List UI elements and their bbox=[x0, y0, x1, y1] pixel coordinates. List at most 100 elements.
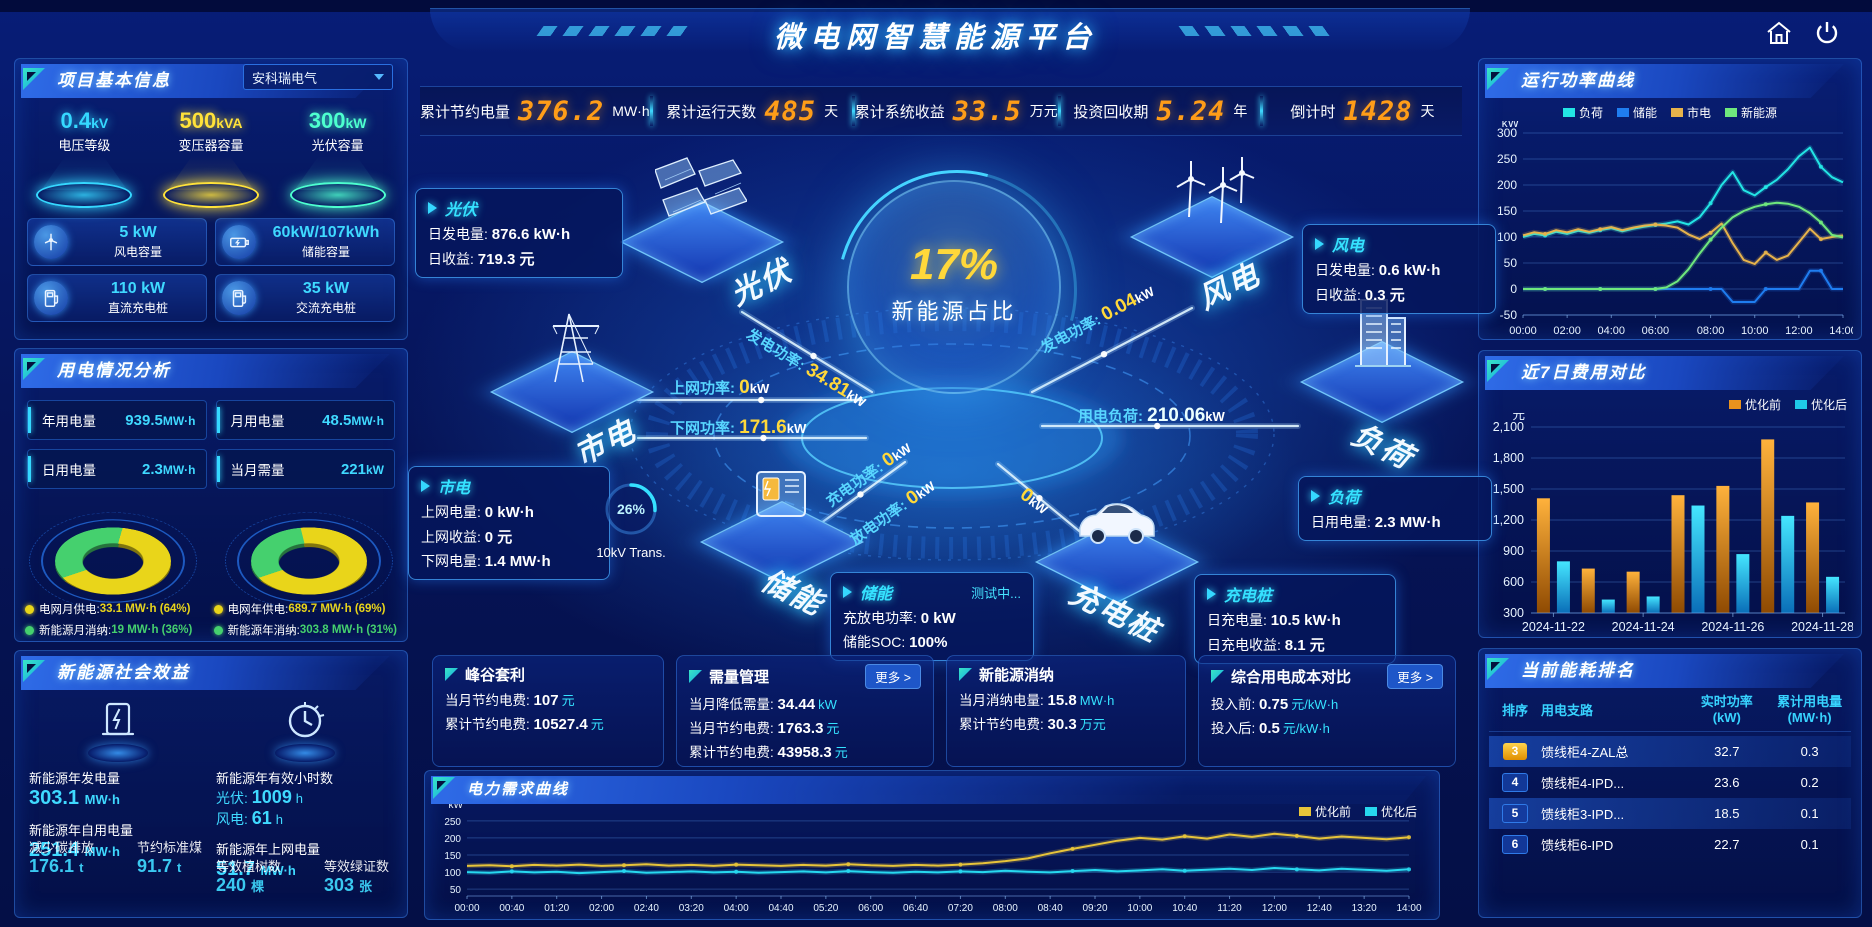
legend-dot bbox=[213, 625, 223, 635]
benefit-stat-label: 等效绿证数 bbox=[323, 859, 389, 874]
svg-text:11:20: 11:20 bbox=[1217, 903, 1242, 914]
panel-title: 当前能耗排名 bbox=[1521, 661, 1635, 680]
donut-top bbox=[55, 527, 171, 595]
panel-title: 项目基本信息 bbox=[57, 71, 171, 90]
panel-demand-curve: 电力需求曲线 优化前 优化后 50 100 150 200 250 kW 00:00 00:40… bbox=[424, 770, 1440, 920]
table-row[interactable]: 4 馈线柜4-IPD... 23.6 0.2 bbox=[1489, 767, 1851, 798]
arrow-right-icon bbox=[421, 480, 430, 492]
svg-text:-50: -50 bbox=[1500, 308, 1518, 322]
card-corner-icon bbox=[1211, 670, 1224, 683]
capacity-card-text: 5 kW 风电容量 bbox=[76, 224, 200, 260]
status-badge: 测试中... bbox=[971, 585, 1021, 601]
legend-item: 优化前 bbox=[1728, 396, 1781, 413]
more-button[interactable]: 更多 > bbox=[1387, 664, 1443, 689]
svg-text:02:00: 02:00 bbox=[589, 903, 614, 914]
benefit-column: 新能源年有效小时数 光伏: 1009 h 风电: 61 h 新能源年上网电量 51.7 … bbox=[216, 698, 393, 913]
svg-text:02:00: 02:00 bbox=[1553, 325, 1581, 337]
donut-orbit bbox=[29, 512, 197, 610]
demand-curve-legend: 优化前 优化后 bbox=[1298, 803, 1431, 820]
capacity-label: 交流充电桩 bbox=[295, 301, 356, 315]
carousel-slide-2: 等效植树数 240 棵 等效绿证数 303 张 bbox=[216, 856, 393, 896]
tooltip-header: 充电桩 bbox=[1207, 582, 1383, 606]
column-header: 累计用电量 (MW·h) bbox=[1777, 694, 1843, 725]
legend-label: 负荷 bbox=[1578, 106, 1603, 120]
tooltip-load: 负荷 日用电量: 2.3 MW·h bbox=[1298, 476, 1492, 541]
svg-text:08:40: 08:40 bbox=[1038, 903, 1063, 914]
node-storage bbox=[699, 450, 865, 600]
flow-name: 发电功率: bbox=[743, 326, 812, 377]
svg-text:01:20: 01:20 bbox=[544, 903, 569, 914]
legend-text: 新能源年消纳: bbox=[227, 625, 300, 637]
flow-label: 下网功率: 171.6kW bbox=[670, 417, 806, 439]
realtime-power: 18.5 bbox=[1714, 806, 1740, 822]
benefit-stat-line: 风电: 61 h bbox=[216, 808, 283, 828]
legend-label: 优化后 bbox=[1810, 398, 1847, 412]
panel-title: 电力需求曲线 bbox=[467, 781, 570, 798]
pedestal-stat: 500kVA 变压器容量 bbox=[152, 108, 270, 208]
benefit-stat-label: 新能源年自用电量 bbox=[29, 823, 134, 838]
legend-dot bbox=[25, 625, 34, 635]
top-strip bbox=[0, 0, 1872, 12]
legend-swatch bbox=[1364, 807, 1377, 816]
svg-text:08:00: 08:00 bbox=[993, 903, 1018, 914]
svg-text:12:40: 12:40 bbox=[1307, 903, 1332, 914]
project-selector[interactable]: 安科瑞电气 bbox=[243, 64, 393, 90]
table-row[interactable]: 5 馈线柜3-IPD... 18.5 0.1 bbox=[1489, 798, 1851, 830]
legend-item: 负荷 bbox=[1562, 104, 1603, 121]
table-row[interactable]: 3 馈线柜4-ZAL总 32.7 0.3 bbox=[1489, 736, 1851, 768]
arrow-right-icon bbox=[1207, 588, 1216, 600]
kpi-item: 累计节约电量 376.2 MW·h bbox=[420, 96, 650, 127]
svg-text:13:20: 13:20 bbox=[1352, 903, 1377, 914]
capacity-card-text: 110 kW 直流充电桩 bbox=[76, 280, 200, 316]
capacity-card: 35 kW 交流充电桩 bbox=[215, 274, 395, 322]
tooltip-ev: 充电桩 日充电量: 10.5 kW·h 日充电收益: 8.1 元 bbox=[1194, 574, 1396, 664]
node-grid bbox=[489, 300, 655, 450]
more-button[interactable]: 更多 > bbox=[865, 664, 921, 689]
clock-icon bbox=[273, 698, 337, 762]
legend-item: 优化后 bbox=[1794, 396, 1847, 413]
legend-value: 303.8 MW·h (31%) bbox=[299, 624, 397, 636]
kpi-value: 376.2 bbox=[518, 95, 605, 127]
tooltip-row: 日用电量: 2.3 MW·h bbox=[1311, 514, 1441, 531]
bottom-card-1: 峰谷套利 当月节约电费: 107 元累计节约电费: 10527.4 元 bbox=[432, 655, 664, 767]
capacity-value: 5 kW bbox=[119, 224, 157, 241]
bottom-card-3: 新能源消纳 当月消纳电量: 15.8 MW·h 累计节约电费: 30.3 万元 bbox=[946, 655, 1186, 767]
kpi-unit: 年 bbox=[1233, 103, 1248, 119]
svg-text:02:40: 02:40 bbox=[634, 903, 659, 914]
solar-panel-icon bbox=[654, 150, 748, 236]
card-row: 当月节约电费: 1763.3 元 bbox=[689, 720, 840, 737]
card-row: 累计节约电费: 43958.3 元 bbox=[689, 744, 848, 761]
flow-unit: kW bbox=[749, 381, 770, 396]
total-energy: 0.1 bbox=[1800, 837, 1819, 853]
legend-label: 市电 bbox=[1687, 106, 1712, 120]
power-curve-legend: 负荷 储能 市电 新能源 bbox=[1479, 104, 1861, 121]
home-icon[interactable] bbox=[1764, 18, 1794, 48]
selector-value: 安科瑞电气 bbox=[252, 70, 318, 86]
carousel-slide-1: 新能源年自用电量 251.4 MW·h bbox=[29, 820, 206, 862]
demand-curve-chart: 50 100 150 200 250 kW 00:00 00:40 01:20 02:00 02:4… bbox=[425, 800, 1439, 921]
panel-header: 近7日费用对比 bbox=[1485, 356, 1844, 390]
table-row[interactable]: 6 馈线柜6-IPD 22.7 0.1 bbox=[1489, 829, 1851, 860]
pedestal-value: 0.4kV bbox=[60, 108, 109, 133]
kpi-label: 投资回收期 bbox=[1073, 103, 1149, 121]
column-header: 排序 bbox=[1501, 703, 1528, 719]
svg-text:12:00: 12:00 bbox=[1785, 325, 1813, 337]
hub-sphere: 17% 新能源占比 bbox=[793, 126, 1121, 454]
card-row: 当月消纳电量: 15.8 MW·h bbox=[959, 692, 1115, 709]
branch-name: 馈线柜4-IPD... bbox=[1540, 776, 1625, 792]
benefit-stat-value: 176.1 t bbox=[29, 856, 84, 876]
tooltip-title: 风电 bbox=[1332, 238, 1365, 255]
branch-name: 馈线柜4-ZAL总 bbox=[1540, 745, 1629, 761]
cost-compare-chart: 300 600 900 1,200 1,500 1,800 2,100 元 2024-11-22… bbox=[1479, 408, 1861, 642]
legend-item: 新能源 bbox=[1725, 104, 1777, 121]
svg-text:00:40: 00:40 bbox=[499, 903, 524, 914]
svg-text:10:40: 10:40 bbox=[1172, 903, 1197, 914]
power-icon[interactable] bbox=[1812, 18, 1842, 48]
capacity-value: 35 kW bbox=[302, 280, 350, 297]
panel-corner-icon bbox=[23, 358, 45, 380]
svg-text:04:00: 04:00 bbox=[1598, 325, 1626, 337]
tooltip-row: 日充电量: 10.5 kW·h bbox=[1207, 612, 1341, 629]
kpi-label: 倒计时 bbox=[1290, 103, 1336, 121]
pedestal-stat: 0.4kV 电压等级 bbox=[25, 108, 143, 208]
tooltip-row: 上网收益: 0 元 bbox=[421, 529, 513, 546]
